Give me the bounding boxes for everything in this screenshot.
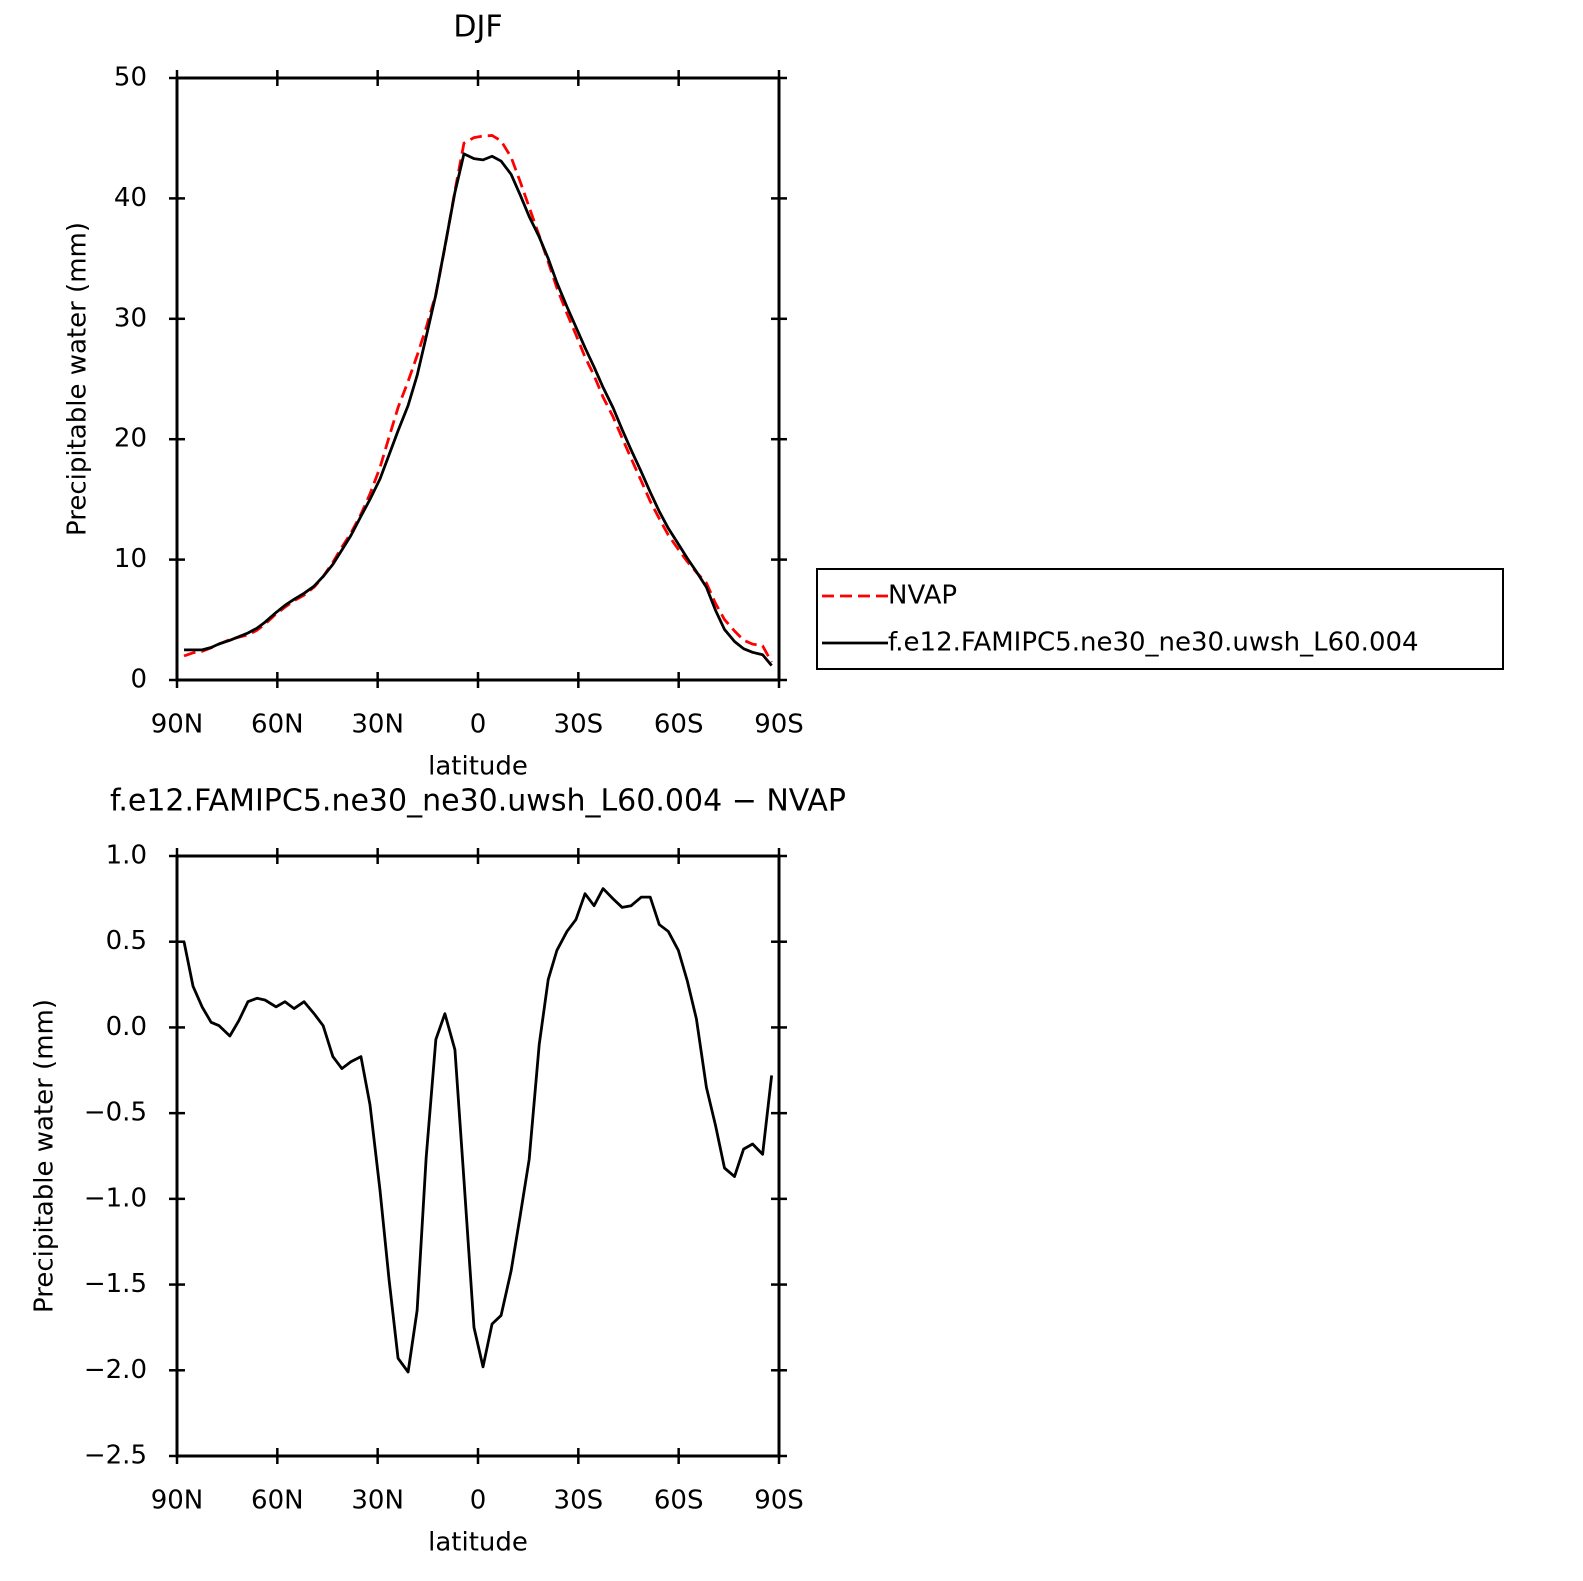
y-tick-label: 30	[114, 303, 147, 333]
y-axis-label: Precipitable water (mm)	[63, 222, 93, 536]
x-tick-label: 0	[470, 710, 487, 740]
plot-frame	[175, 76, 781, 682]
y-axis-label: Precipitable water (mm)	[30, 999, 60, 1313]
x-axis-label: latitude	[428, 1528, 528, 1558]
x-tick-label: 90N	[151, 710, 204, 740]
y-tick-label: 10	[114, 544, 147, 574]
data-line	[184, 152, 773, 667]
y-tick-label: 1.0	[106, 841, 147, 871]
x-tick-label: 30S	[554, 1486, 604, 1516]
chart-title: DJF	[453, 10, 502, 45]
y-tick-label: 0.5	[106, 926, 147, 956]
x-tick-label: 60S	[654, 710, 704, 740]
x-tick-label: 30S	[554, 710, 604, 740]
x-tick-label: 60N	[251, 710, 304, 740]
x-tick-label: 90S	[754, 1486, 804, 1516]
data-line	[182, 887, 774, 1374]
data-line	[183, 134, 773, 663]
x-tick-label: 90N	[151, 1486, 204, 1516]
y-tick-label: 20	[114, 424, 147, 454]
y-tick-label: −0.5	[84, 1098, 147, 1128]
x-tick-label: 60N	[251, 1486, 304, 1516]
plot-frame	[175, 854, 781, 1458]
chart-title: f.e12.FAMIPC5.ne30_ne30.uwsh_L60.004 − N…	[110, 784, 846, 819]
y-tick-label: 0	[130, 665, 147, 695]
y-tick-label: −2.0	[84, 1355, 147, 1385]
y-tick-label: −1.0	[84, 1183, 147, 1213]
x-tick-label: 30N	[351, 1486, 404, 1516]
y-tick-label: 50	[114, 63, 147, 93]
legend-label: NVAP	[888, 581, 957, 611]
x-tick-label: 0	[470, 1486, 487, 1516]
x-tick-label: 90S	[754, 710, 804, 740]
y-tick-label: −2.5	[84, 1441, 147, 1471]
legend-label: f.e12.FAMIPC5.ne30_ne30.uwsh_L60.004	[888, 628, 1419, 658]
x-tick-label: 60S	[654, 1486, 704, 1516]
x-axis-label: latitude	[428, 752, 528, 782]
y-tick-label: 0.0	[106, 1012, 147, 1042]
legend-box	[816, 568, 1504, 670]
y-tick-label: −1.5	[84, 1269, 147, 1299]
x-tick-label: 30N	[351, 710, 404, 740]
y-tick-label: 40	[114, 183, 147, 213]
